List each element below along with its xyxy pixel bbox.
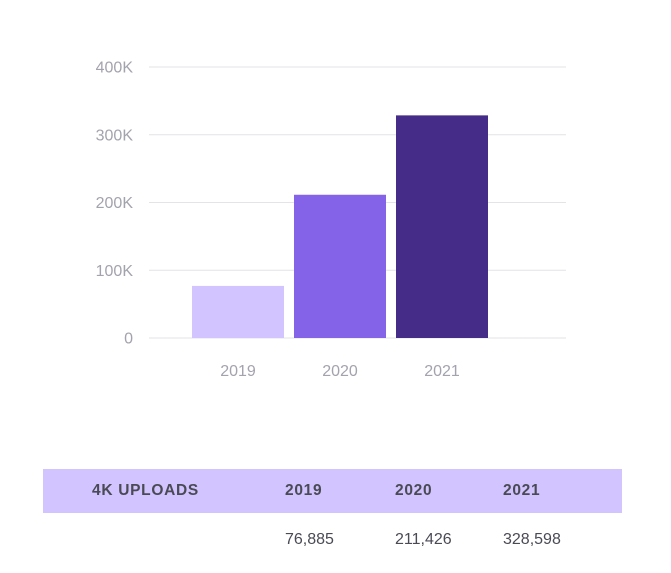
table-header-label: 4K UPLOADS	[92, 482, 199, 499]
bar-2019	[192, 285, 284, 338]
x-tick-label: 2019	[220, 363, 256, 380]
y-tick-label: 200K	[96, 195, 134, 212]
table-header-2020: 2020	[395, 482, 433, 499]
x-axis-ticks: 2019 2020 2021	[220, 363, 460, 380]
table-header-2019: 2019	[285, 482, 323, 499]
y-axis-ticks: 0 100K 200K 300K 400K	[96, 60, 134, 348]
x-tick-label: 2020	[322, 363, 358, 380]
bar-chart: 0 100K 200K 300K 400K 2019 2020 2021	[96, 60, 566, 380]
uploads-table: 4K UPLOADS 2019 2020 2021 76,885 211,426…	[43, 469, 622, 573]
y-tick-label: 400K	[96, 60, 134, 77]
bar-2021	[396, 115, 488, 339]
table-header: 4K UPLOADS 2019 2020 2021	[43, 469, 622, 513]
table-cell-2021: 328,598	[503, 531, 561, 548]
bar-2020	[294, 194, 386, 338]
y-tick-label: 0	[124, 331, 133, 348]
y-tick-label: 300K	[96, 127, 134, 144]
table-cell-2020: 211,426	[395, 531, 452, 548]
table-cell-2019: 76,885	[285, 531, 334, 548]
bars	[192, 115, 488, 339]
table-header-2021: 2021	[503, 482, 541, 499]
table-row: 76,885 211,426 328,598	[43, 513, 622, 573]
x-tick-label: 2021	[424, 363, 460, 380]
y-tick-label: 100K	[96, 263, 134, 280]
